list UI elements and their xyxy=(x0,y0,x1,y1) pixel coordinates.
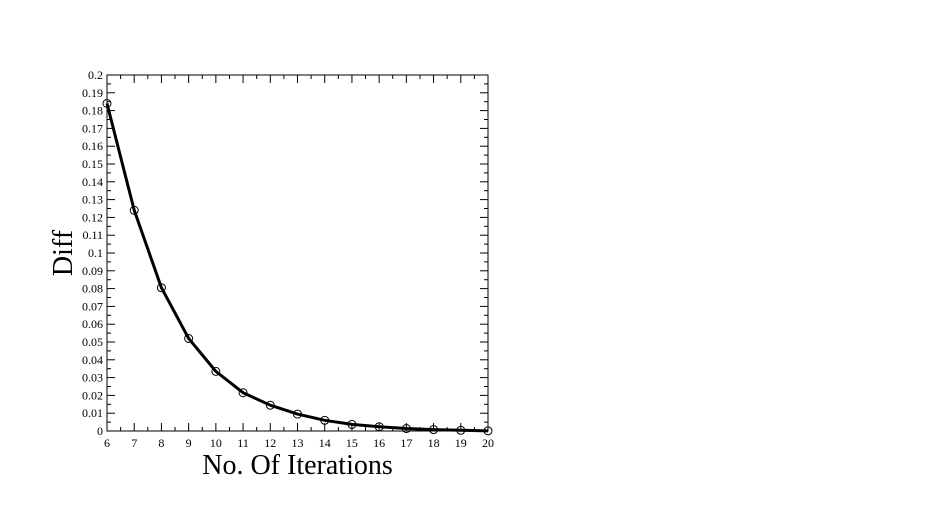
x-tick-label: 15 xyxy=(346,436,358,450)
y-tick-label: 0.1 xyxy=(88,246,103,260)
data-point xyxy=(129,205,139,215)
x-tick-label: 12 xyxy=(264,436,276,450)
y-tick-label: 0.18 xyxy=(82,104,103,118)
y-tick-label: 0.06 xyxy=(82,317,103,331)
data-point xyxy=(320,415,330,425)
plot-frame xyxy=(106,74,489,432)
data-point xyxy=(483,426,493,436)
x-tick-label: 11 xyxy=(237,436,249,450)
y-tick-label: 0.07 xyxy=(82,299,103,313)
x-tick-label: 14 xyxy=(319,436,331,450)
data-point xyxy=(156,283,166,293)
y-tick-label: 0.09 xyxy=(82,264,103,278)
y-tick-label: 0.03 xyxy=(82,371,103,385)
y-tick-label: 0.17 xyxy=(82,121,103,135)
data-point xyxy=(238,388,248,398)
data-point xyxy=(456,425,466,435)
y-axis: 0 0.01 0.02 0.03 0.04 0.05 0.06 0.07 0.08 0.09 0.1… xyxy=(82,68,488,438)
y-axis-title: Diff xyxy=(48,229,79,276)
y-tick-label: 0.2 xyxy=(88,68,103,82)
data-point xyxy=(184,333,194,343)
x-tick-label: 18 xyxy=(428,436,440,450)
data-point xyxy=(429,425,439,435)
data-point xyxy=(401,424,411,434)
x-tick-label: 7 xyxy=(131,436,137,450)
y-tick-label: 0.13 xyxy=(82,193,103,207)
y-tick-label: 0.11 xyxy=(82,228,103,242)
x-tick-label: 9 xyxy=(186,436,192,450)
data-point xyxy=(265,400,275,410)
y-tick-label: 0.02 xyxy=(82,388,103,402)
x-tick-label: 16 xyxy=(373,436,385,450)
x-tick-label: 10 xyxy=(210,436,222,450)
y-tick-label: 0.12 xyxy=(82,210,103,224)
x-axis: 6 7 8 9 10 11 12 13 14 15 16 17 18 19 20 xyxy=(104,75,494,450)
data-point xyxy=(293,409,302,419)
x-tick-label: 20 xyxy=(482,436,494,450)
data-point xyxy=(211,366,221,376)
data-point xyxy=(374,422,384,432)
series-layer xyxy=(102,98,493,436)
y-tick-label: 0.16 xyxy=(82,139,103,153)
y-tick-label: 0 xyxy=(97,424,103,438)
data-point xyxy=(347,419,357,429)
data-point xyxy=(102,98,112,108)
y-tick-label: 0.04 xyxy=(82,353,103,367)
x-tick-label: 13 xyxy=(292,436,304,450)
x-tick-label: 19 xyxy=(455,436,467,450)
y-tick-label: 0.19 xyxy=(82,86,103,100)
x-axis-title: No. Of Iterations xyxy=(202,450,393,481)
y-tick-label: 0.05 xyxy=(82,335,103,349)
y-tick-label: 0.08 xyxy=(82,282,103,296)
y-tick-label: 0.15 xyxy=(82,157,103,171)
series-line xyxy=(105,103,489,433)
x-tick-label: 17 xyxy=(400,436,412,450)
x-tick-label: 6 xyxy=(104,436,110,450)
x-tick-label: 8 xyxy=(158,436,164,450)
y-tick-label: 0.01 xyxy=(82,406,103,420)
y-tick-label: 0.14 xyxy=(82,175,103,189)
